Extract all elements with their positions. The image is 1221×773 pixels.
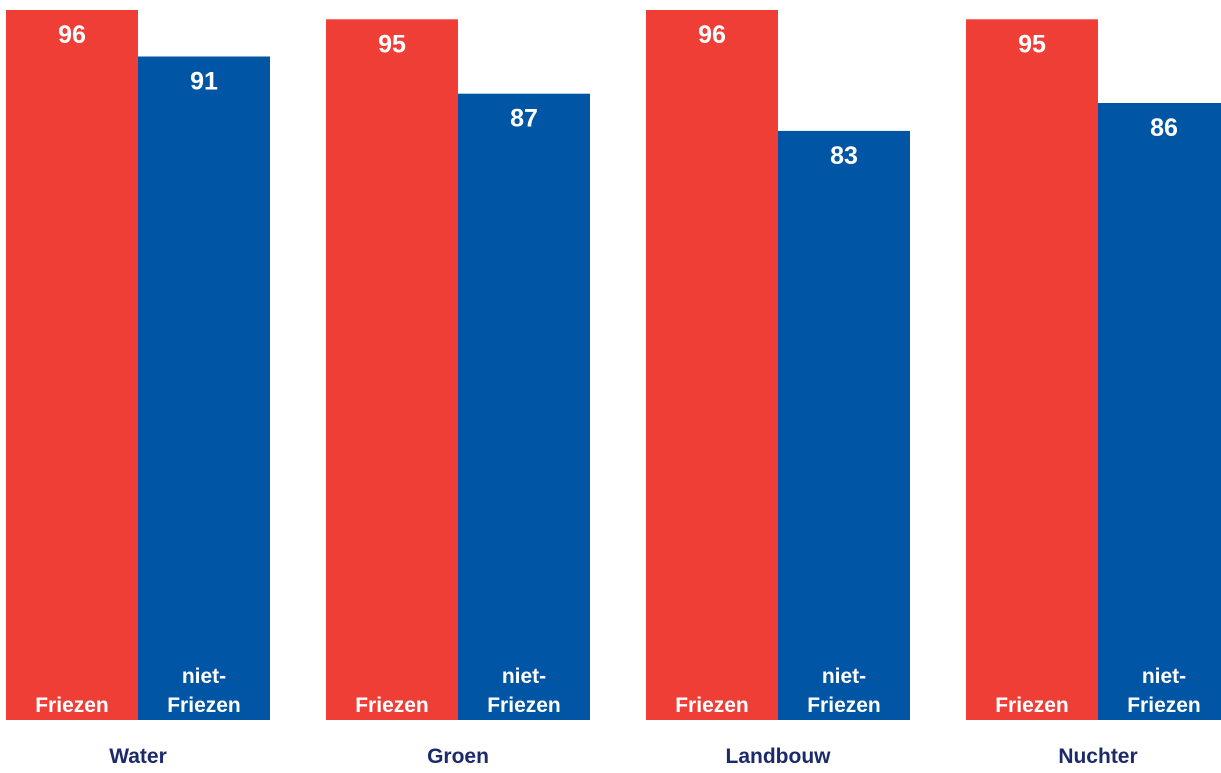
value-label-landbouw-friezen: 96 bbox=[698, 21, 726, 49]
series-label-landbouw-niet-friezen: niet- bbox=[822, 665, 866, 688]
value-label-nuchter-niet-friezen: 86 bbox=[1150, 114, 1178, 142]
bar-nuchter-friezen bbox=[966, 19, 1098, 721]
category-label-groen: Groen bbox=[427, 745, 489, 768]
bar-landbouw-niet-friezen bbox=[778, 130, 910, 720]
bar-groen-friezen bbox=[326, 19, 458, 721]
value-label-water-niet-friezen: 91 bbox=[190, 68, 218, 96]
category-label-nuchter: Nuchter bbox=[1058, 745, 1137, 768]
series-label-landbouw-friezen: Friezen bbox=[675, 694, 749, 717]
bar-nuchter-niet-friezen bbox=[1098, 103, 1221, 720]
series-label-nuchter-friezen: Friezen bbox=[995, 694, 1069, 717]
bar-landbouw-friezen bbox=[646, 10, 778, 720]
value-label-landbouw-niet-friezen: 83 bbox=[830, 142, 858, 170]
series-label-landbouw-niet-friezen: Friezen bbox=[807, 694, 881, 717]
value-label-water-friezen: 96 bbox=[58, 21, 86, 49]
bar-water-niet-friezen bbox=[138, 56, 270, 720]
series-label-nuchter-niet-friezen: Friezen bbox=[1127, 694, 1201, 717]
series-label-water-niet-friezen: Friezen bbox=[167, 694, 241, 717]
series-label-groen-niet-friezen: Friezen bbox=[487, 694, 561, 717]
value-label-groen-niet-friezen: 87 bbox=[510, 105, 538, 133]
category-label-landbouw: Landbouw bbox=[726, 745, 832, 768]
value-label-groen-friezen: 95 bbox=[378, 30, 406, 58]
series-label-groen-niet-friezen: niet- bbox=[502, 665, 546, 688]
value-label-nuchter-friezen: 95 bbox=[1018, 30, 1046, 58]
category-label-water: Water bbox=[109, 745, 167, 768]
bar-water-friezen bbox=[6, 10, 138, 720]
series-label-groen-friezen: Friezen bbox=[355, 694, 429, 717]
series-label-water-niet-friezen: niet- bbox=[182, 665, 226, 688]
bar-groen-niet-friezen bbox=[458, 93, 590, 720]
series-label-water-friezen: Friezen bbox=[35, 694, 109, 717]
series-label-nuchter-niet-friezen: niet- bbox=[1142, 665, 1186, 688]
